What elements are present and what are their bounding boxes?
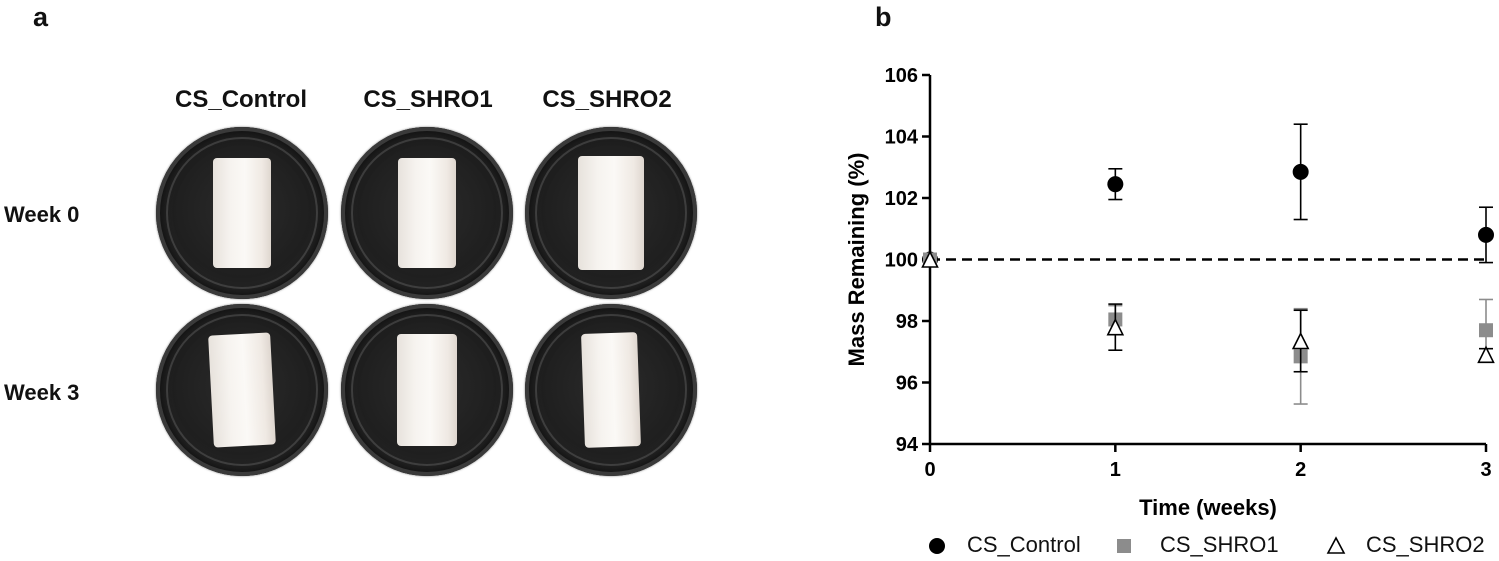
x-axis-label: Time (weeks) xyxy=(1139,495,1277,520)
x-tick-label: 3 xyxy=(1480,459,1491,481)
legend-marker-cs-shro2 xyxy=(1326,536,1346,554)
point-cs-control-week-1 xyxy=(1107,176,1124,193)
dish-cs-shro1-week-0 xyxy=(341,127,513,299)
dish-cs-shro2-week-0 xyxy=(525,127,697,299)
point-cs-shro2-week-3 xyxy=(1477,345,1495,364)
point-cs-shro1-week-3 xyxy=(1479,323,1493,338)
column-label-cs-shro2: CS_SHRO2 xyxy=(542,86,672,113)
dish-cs-control-week-3 xyxy=(156,304,328,476)
y-tick-label: 100 xyxy=(885,250,918,272)
panel-a-letter: a xyxy=(33,2,49,32)
dish-cs-control-week-0 xyxy=(156,127,328,299)
y-tick-label: 96 xyxy=(896,373,918,395)
point-cs-control-week-2 xyxy=(1292,163,1309,180)
legend-label-cs-shro2: CS_SHRO2 xyxy=(1366,532,1485,557)
point-cs-control-week-3 xyxy=(1478,226,1494,243)
dish-cs-shro1-week-3 xyxy=(341,304,513,476)
x-tick-label: 2 xyxy=(1295,459,1306,481)
y-tick-label: 104 xyxy=(885,127,919,149)
legend-marker-cs-shro1 xyxy=(1117,539,1131,553)
dish-cs-shro2-week-3 xyxy=(525,304,697,476)
legend-label-cs-shro1: CS_SHRO1 xyxy=(1160,532,1279,557)
y-axis-label: Mass Remaining (%) xyxy=(844,153,869,367)
x-tick-label: 1 xyxy=(1110,459,1121,481)
panel-b-letter: b xyxy=(875,2,892,32)
y-tick-label: 106 xyxy=(885,65,918,87)
row-label-week-3: Week 3 xyxy=(4,380,80,405)
legend-label-cs-control: CS_Control xyxy=(967,532,1081,557)
row-label-week-0: Week 0 xyxy=(4,202,80,227)
point-cs-shro2-week-1 xyxy=(1106,317,1125,336)
column-label-cs-control: CS_Control xyxy=(175,86,307,113)
point-cs-shro2-week-0 xyxy=(921,250,939,268)
x-tick-label: 0 xyxy=(924,459,935,481)
y-tick-label: 98 xyxy=(896,311,918,333)
y-tick-label: 94 xyxy=(896,434,919,456)
y-tick-label: 102 xyxy=(885,188,918,210)
column-label-cs-shro1: CS_SHRO1 xyxy=(363,86,493,113)
point-cs-shro2-week-2 xyxy=(1291,331,1310,350)
legend-marker-cs-control xyxy=(929,538,945,554)
